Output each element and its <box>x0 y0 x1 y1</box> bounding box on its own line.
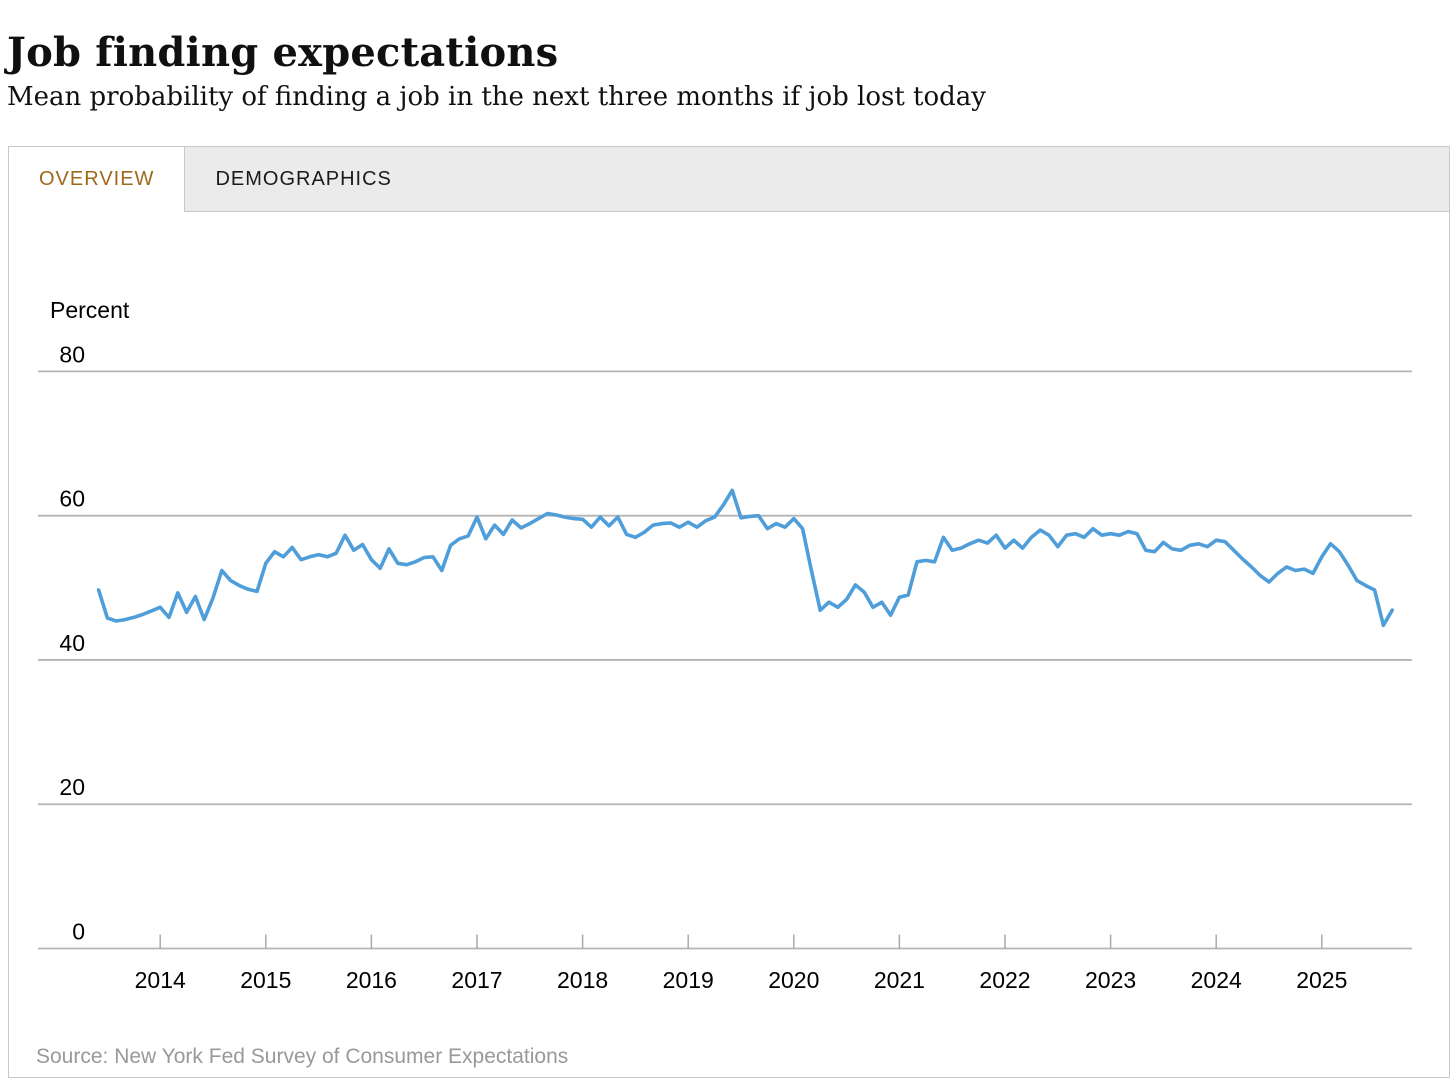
source-note: Source: New York Fed Survey of Consumer … <box>36 1045 569 1068</box>
chart-panel: OVERVIEW DEMOGRAPHICS Source: New York F… <box>8 146 1450 1078</box>
tab-overview[interactable]: OVERVIEW <box>9 147 186 212</box>
tab-bar: OVERVIEW DEMOGRAPHICS <box>9 147 1449 212</box>
page-title: Job finding expectations <box>7 28 559 76</box>
tab-demographics[interactable]: DEMOGRAPHICS <box>215 167 392 190</box>
page-subtitle: Mean probability of finding a job in the… <box>7 82 986 112</box>
